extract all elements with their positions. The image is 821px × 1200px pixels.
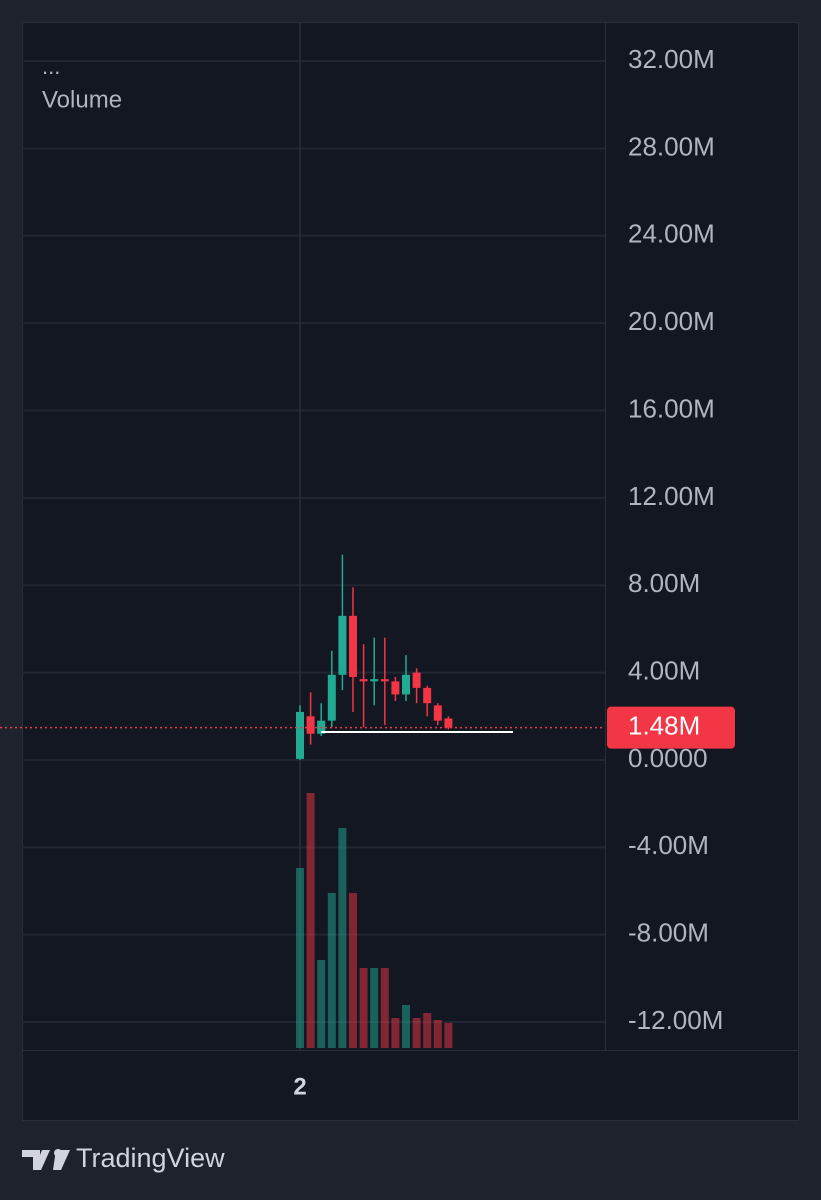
y-tick-label: -12.00M (628, 1005, 723, 1035)
volume-bar (370, 968, 379, 1048)
volume-bar (306, 793, 315, 1048)
candle-body (433, 705, 442, 721)
candle-body (327, 674, 336, 721)
candle-body (391, 681, 400, 695)
candle-body (349, 615, 357, 677)
candle-body (412, 672, 421, 688)
brand-logo (22, 1149, 70, 1170)
candle-body (359, 679, 368, 682)
candle-body (296, 711, 304, 759)
volume-bar (433, 1020, 442, 1048)
volume-bar (380, 968, 389, 1048)
candle-body (338, 615, 347, 675)
y-tick-label: 12.00M (628, 481, 715, 511)
candle-body (370, 679, 379, 682)
volume-bar (327, 893, 336, 1048)
candle-body (444, 718, 453, 728)
legend-dots: ... (42, 54, 60, 79)
y-tick-label: 32.00M (628, 44, 715, 74)
brand-name: TradingView (76, 1143, 225, 1173)
y-tick-label: 20.00M (628, 306, 715, 336)
y-tick-label: 28.00M (628, 131, 715, 161)
volume-bar (391, 1018, 400, 1048)
volume-bar (317, 960, 326, 1048)
last-price-label: 1.48M (628, 711, 700, 741)
candle-body (306, 716, 315, 734)
chart-pane (22, 22, 799, 1121)
y-tick-label: -8.00M (628, 918, 709, 948)
legend-volume: Volume (42, 86, 122, 113)
volume-bar (423, 1013, 432, 1048)
candle-body (380, 679, 389, 682)
y-tick-label: 4.00M (628, 655, 700, 685)
logo-icon-part (53, 1150, 70, 1170)
y-tick-label: 16.00M (628, 393, 715, 423)
last-price-badge (607, 706, 735, 749)
volume-bar (296, 868, 304, 1048)
volume-bar (349, 893, 357, 1048)
y-tick-label: -4.00M (628, 830, 709, 860)
candle-body (402, 674, 410, 695)
y-tick-label: 8.00M (628, 568, 700, 598)
logo-icon (22, 1150, 50, 1170)
volume-bar (338, 828, 347, 1048)
y-tick-label: 24.00M (628, 219, 715, 249)
candle-body (423, 687, 432, 704)
volume-bar (359, 968, 368, 1048)
volume-bar (444, 1023, 453, 1048)
volume-bar (412, 1018, 421, 1048)
x-tick-label: 2 (293, 1073, 306, 1100)
plot (0, 22, 605, 1050)
volume-bar (402, 1005, 410, 1048)
